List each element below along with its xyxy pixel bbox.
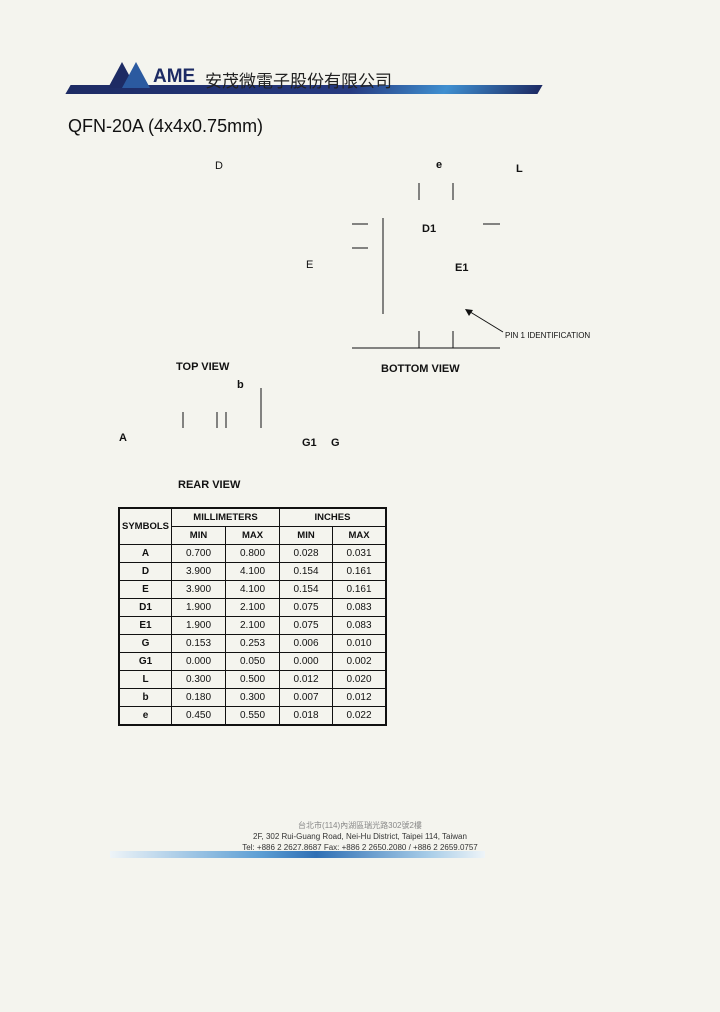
value-cell: 0.180 xyxy=(171,688,226,707)
value-cell: 0.007 xyxy=(279,688,333,707)
value-cell: 2.100 xyxy=(225,616,280,635)
page-title: QFN-20A (4x4x0.75mm) xyxy=(68,116,264,136)
dimension-table: SYMBOLS MILLIMETERS INCHES MIN MAX MIN M… xyxy=(118,507,387,726)
dim-label-D: D xyxy=(215,160,223,172)
footer-bar xyxy=(110,851,485,858)
header-in-max: MAX xyxy=(332,526,387,545)
value-cell: 0.154 xyxy=(279,562,333,581)
value-cell: 0.010 xyxy=(332,634,387,653)
symbol-cell: E1 xyxy=(118,616,172,635)
header-millimeters: MILLIMETERS xyxy=(171,507,280,527)
value-cell: 0.300 xyxy=(225,688,280,707)
value-cell: 0.083 xyxy=(332,598,387,617)
dim-label-G1: G1 xyxy=(302,437,317,449)
footer-contact: Tel: +886 2 2627.8687 Fax: +886 2 2650.2… xyxy=(242,843,478,852)
value-cell: 0.006 xyxy=(279,634,333,653)
header-symbols: SYMBOLS xyxy=(118,507,172,545)
table-row: G1 0.000 0.050 0.000 0.002 xyxy=(118,652,387,671)
table-row: D 3.900 4.100 0.154 0.161 xyxy=(118,562,387,581)
symbol-cell: D1 xyxy=(118,598,172,617)
value-cell: 0.022 xyxy=(332,706,387,726)
value-cell: 0.300 xyxy=(171,670,226,689)
value-cell: 0.253 xyxy=(225,634,280,653)
header-mm-max: MAX xyxy=(225,526,280,545)
value-cell: 0.031 xyxy=(332,544,387,563)
value-cell: 0.050 xyxy=(225,652,280,671)
value-cell: 0.018 xyxy=(279,706,333,726)
value-cell: 2.100 xyxy=(225,598,280,617)
value-cell: 4.100 xyxy=(225,580,280,599)
value-cell: 0.075 xyxy=(279,616,333,635)
header-inches: INCHES xyxy=(279,507,387,527)
brand-name: AME xyxy=(153,66,196,87)
value-cell: 1.900 xyxy=(171,616,226,635)
value-cell: 0.500 xyxy=(225,670,280,689)
value-cell: 0.083 xyxy=(332,616,387,635)
bottom-view-label: BOTTOM VIEW xyxy=(381,363,460,375)
symbol-cell: L xyxy=(118,670,172,689)
symbol-cell: b xyxy=(118,688,172,707)
table-row: A 0.700 0.800 0.028 0.031 xyxy=(118,544,387,563)
table-row: D1 1.900 2.100 0.075 0.083 xyxy=(118,598,387,617)
dim-label-b: b xyxy=(237,379,244,391)
dim-label-G: G xyxy=(331,437,340,449)
footer-address-en: 2F, 302 Rui-Guang Road, Nei-Hu District,… xyxy=(253,832,467,841)
value-cell: 0.154 xyxy=(279,580,333,599)
value-cell: 0.153 xyxy=(171,634,226,653)
value-cell: 0.450 xyxy=(171,706,226,726)
table-row: e 0.450 0.550 0.018 0.022 xyxy=(118,706,387,726)
value-cell: 0.020 xyxy=(332,670,387,689)
symbol-cell: G1 xyxy=(118,652,172,671)
value-cell: 0.012 xyxy=(332,688,387,707)
value-cell: 4.100 xyxy=(225,562,280,581)
symbol-cell: e xyxy=(118,706,172,726)
dim-label-E1: E1 xyxy=(455,262,469,274)
value-cell: 0.075 xyxy=(279,598,333,617)
dim-label-e: e xyxy=(436,159,443,171)
value-cell: 0.550 xyxy=(225,706,280,726)
table-row: L 0.300 0.500 0.012 0.020 xyxy=(118,670,387,689)
value-cell: 0.028 xyxy=(279,544,333,563)
header-mm-min: MIN xyxy=(171,526,226,545)
rear-view-label: REAR VIEW xyxy=(178,479,241,491)
symbol-cell: D xyxy=(118,562,172,581)
dim-label-D1: D1 xyxy=(422,223,437,235)
value-cell: 0.161 xyxy=(332,580,387,599)
value-cell: 0.000 xyxy=(279,652,333,671)
package-drawing xyxy=(182,183,504,428)
footer-address-cn: 台北市(114)內湖區瑞光路302號2樓 xyxy=(298,821,422,830)
table-row: E 3.900 4.100 0.154 0.161 xyxy=(118,580,387,599)
value-cell: 1.900 xyxy=(171,598,226,617)
dim-label-E: E xyxy=(306,259,314,271)
table-row: E1 1.900 2.100 0.075 0.083 xyxy=(118,616,387,635)
top-view-label: TOP VIEW xyxy=(176,361,230,373)
symbol-cell: E xyxy=(118,580,172,599)
value-cell: 0.012 xyxy=(279,670,333,689)
company-name-cn: 安茂微電子股份有限公司 xyxy=(205,72,392,91)
value-cell: 0.161 xyxy=(332,562,387,581)
value-cell: 0.000 xyxy=(171,652,226,671)
pin1-label: PIN 1 IDENTIFICATION xyxy=(505,331,591,340)
value-cell: 0.002 xyxy=(332,652,387,671)
table-row: G 0.153 0.253 0.006 0.010 xyxy=(118,634,387,653)
table-row: b 0.180 0.300 0.007 0.012 xyxy=(118,688,387,707)
dim-label-L: L xyxy=(516,163,523,175)
header-in-min: MIN xyxy=(279,526,333,545)
ame-logo-icon xyxy=(108,62,150,88)
value-cell: 0.800 xyxy=(225,544,280,563)
symbol-cell: A xyxy=(118,544,172,563)
symbol-cell: G xyxy=(118,634,172,653)
value-cell: 3.900 xyxy=(171,562,226,581)
dim-label-A: A xyxy=(119,432,127,444)
value-cell: 0.700 xyxy=(171,544,226,563)
value-cell: 3.900 xyxy=(171,580,226,599)
